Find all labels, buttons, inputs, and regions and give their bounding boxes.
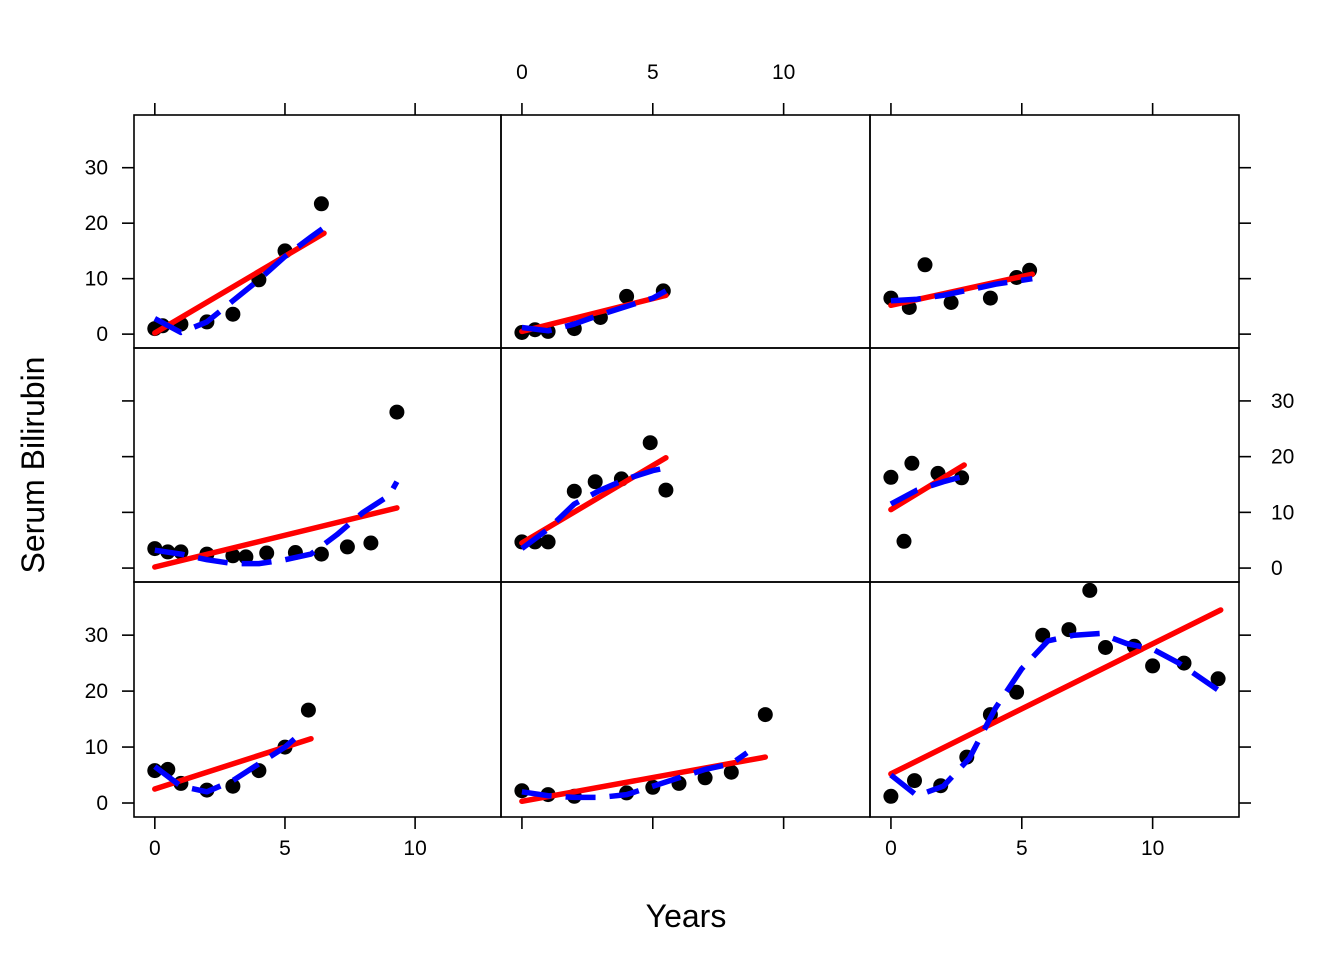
data-point — [757, 707, 773, 723]
smooth-fit-line — [890, 275, 1033, 304]
panel-border — [869, 581, 1240, 818]
x-tick-label: 5 — [279, 837, 291, 860]
y-tick-label: 10 — [85, 736, 108, 759]
panel-3-2 — [514, 707, 773, 805]
panel-3-3 — [883, 582, 1226, 804]
x-tick-label: 5 — [1016, 837, 1028, 860]
data-point — [1082, 582, 1098, 598]
panel-2-1 — [147, 404, 405, 570]
panel-1-1 — [147, 196, 329, 337]
linear-fit-line — [152, 230, 327, 336]
y-tick-label: 30 — [1271, 390, 1294, 413]
panel-border — [869, 114, 1240, 349]
data-point — [225, 778, 241, 794]
linear-fit-line — [152, 505, 400, 570]
panel-border — [133, 581, 502, 818]
panel-border — [133, 347, 502, 583]
panels-layer — [147, 196, 1226, 805]
panel-1-2 — [514, 283, 671, 340]
linear-fit-line — [519, 292, 669, 335]
x-axis-title: Years — [646, 898, 727, 934]
panel-3-1 — [147, 702, 316, 798]
linear-fit-line — [888, 607, 1224, 777]
smooth-fit-line — [889, 630, 1220, 799]
data-point — [883, 469, 899, 485]
data-point — [619, 288, 635, 304]
y-tick-label: 0 — [96, 323, 108, 346]
panel-border — [500, 114, 871, 349]
axes-layer: 0 5 10 0 5 10 0 5 10 0 10 20 30 0 10 20 30 0 10 20 30 — [85, 61, 1295, 860]
data-point — [1098, 640, 1113, 655]
data-point — [339, 539, 355, 555]
x-tick-label: 0 — [149, 837, 161, 860]
y-axis-title: Serum Bilirubin — [15, 357, 51, 574]
data-point — [907, 773, 922, 789]
smooth-fit-line — [520, 465, 667, 551]
x-tick-label: 5 — [647, 61, 659, 84]
y-tick-label: 30 — [85, 624, 108, 647]
x-tick-label: 10 — [403, 837, 426, 860]
data-point — [259, 545, 275, 561]
data-point — [566, 483, 582, 499]
data-point — [1210, 671, 1226, 687]
y-tick-label: 10 — [85, 268, 108, 291]
data-point — [954, 470, 970, 486]
data-point — [723, 764, 739, 780]
y-tick-label: 0 — [96, 792, 108, 815]
y-tick-label: 20 — [85, 212, 108, 235]
smooth-fit-line — [889, 473, 965, 507]
smooth-fit-line — [154, 480, 400, 567]
data-point — [587, 474, 603, 490]
data-point — [697, 770, 713, 786]
smooth-fit-line — [153, 225, 326, 336]
y-tick-label: 0 — [1271, 557, 1283, 580]
linear-fit-line — [888, 462, 967, 513]
data-point — [313, 546, 329, 562]
data-point — [917, 257, 933, 273]
data-point — [1009, 684, 1025, 700]
smooth-fit-line — [521, 288, 668, 334]
data-point — [896, 533, 912, 549]
data-point — [904, 455, 920, 471]
data-point — [943, 295, 959, 310]
y-tick-label: 20 — [1271, 446, 1294, 469]
panel-2-2 — [514, 435, 674, 551]
y-tick-label: 30 — [85, 157, 108, 180]
data-point — [883, 788, 899, 804]
data-point — [238, 549, 254, 565]
data-point — [300, 702, 316, 718]
x-tick-label: 10 — [772, 61, 795, 84]
smooth-fit-line — [521, 750, 749, 801]
data-point — [658, 482, 674, 498]
panel-border — [500, 347, 871, 583]
data-point — [225, 306, 241, 322]
data-point — [1145, 658, 1161, 674]
x-tick-label: 0 — [516, 61, 528, 84]
data-point — [363, 535, 379, 551]
linear-fit-line — [519, 754, 769, 805]
data-point — [982, 290, 998, 306]
data-point — [1176, 655, 1192, 671]
data-point — [313, 196, 329, 212]
smooth-fit-line — [153, 733, 300, 795]
data-point — [389, 404, 405, 420]
x-tick-label: 0 — [885, 837, 897, 860]
data-point — [540, 534, 556, 550]
data-point — [642, 435, 658, 451]
panel-2-3 — [883, 455, 970, 549]
panel-border — [869, 347, 1240, 583]
x-tick-label: 10 — [1141, 837, 1164, 860]
data-point — [225, 548, 241, 564]
panel-1-3 — [883, 257, 1038, 315]
y-tick-label: 20 — [85, 680, 108, 703]
y-tick-label: 10 — [1271, 501, 1294, 524]
